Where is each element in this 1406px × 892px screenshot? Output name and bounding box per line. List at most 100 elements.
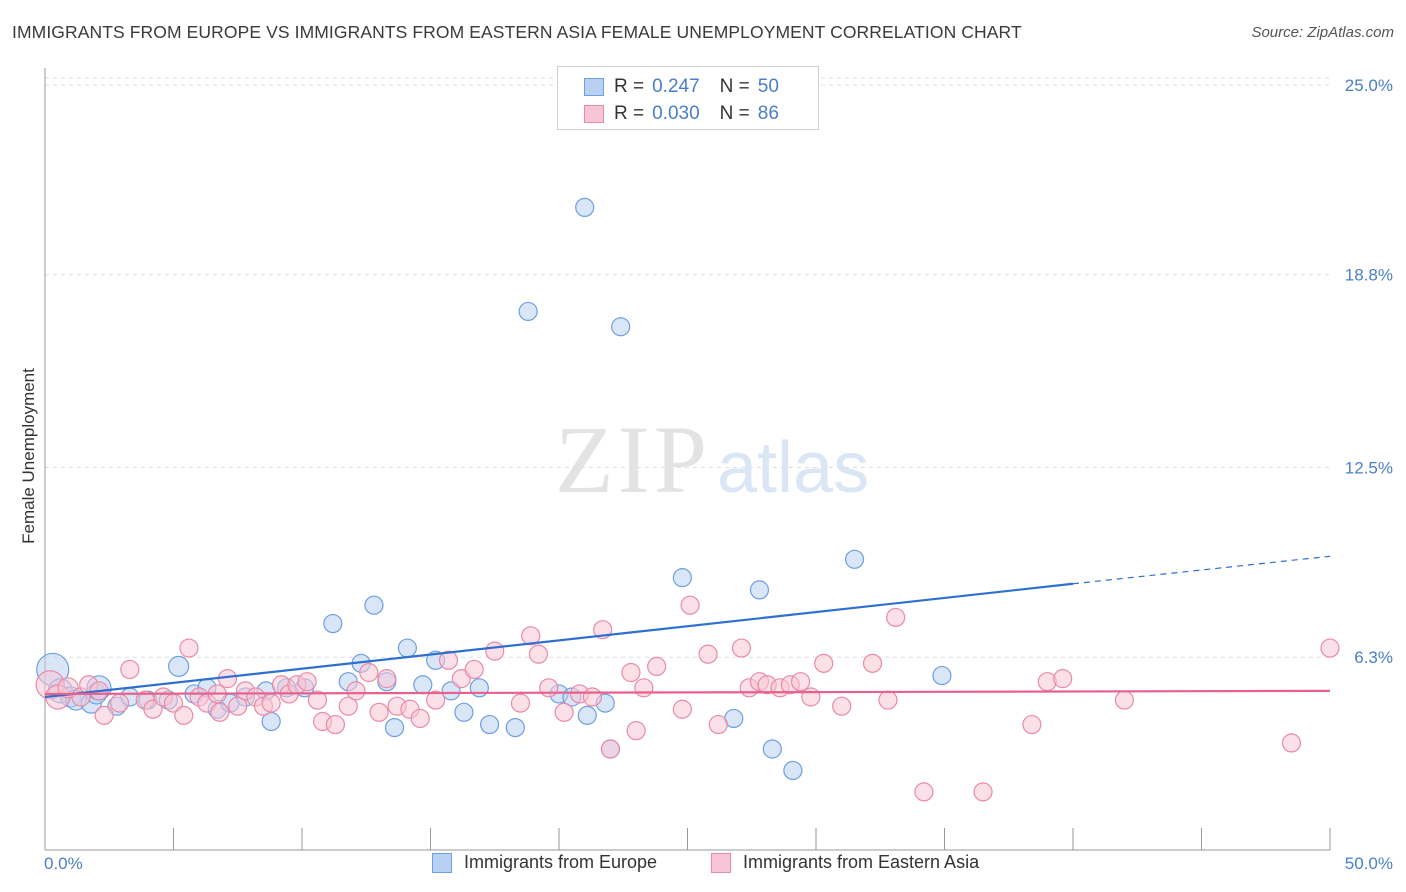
eastern-asia-point — [539, 678, 559, 698]
bottom-legend-swatch-europe — [432, 852, 452, 873]
eastern-asia-point — [973, 782, 993, 802]
legend-n-label: N = — [719, 103, 750, 124]
europe-point — [413, 675, 433, 695]
eastern-asia-point — [109, 693, 130, 713]
europe-trend-line — [44, 582, 1074, 699]
bottom-legend-label-eastern-asia: Immigrants from Eastern Asia — [743, 852, 980, 872]
europe-point — [505, 717, 525, 738]
europe-point — [577, 705, 597, 725]
watermark-atlas: atlas — [717, 428, 869, 508]
eastern-asia-point — [554, 702, 574, 722]
eastern-asia-point — [731, 638, 752, 658]
eastern-asia-point — [346, 681, 366, 701]
eastern-asia-point — [698, 644, 718, 664]
eastern-asia-point — [510, 693, 531, 713]
eastern-asia-point — [790, 672, 811, 692]
europe-point — [518, 301, 538, 322]
eastern-asia-point — [814, 653, 834, 673]
correlation-legend: R = 0.247 N = 50 R = 0.030 N = 86 — [557, 66, 819, 130]
y-tick-label: 18.8% — [1345, 266, 1393, 285]
eastern-asia-trend-line — [44, 689, 1331, 696]
eastern-asia-point — [914, 782, 934, 802]
eastern-asia-point — [228, 696, 248, 716]
europe-point — [168, 655, 190, 678]
legend-row-europe: R = 0.247 N = 50 — [584, 75, 779, 99]
eastern-asia-point — [438, 650, 459, 670]
eastern-asia-point — [359, 662, 379, 683]
eastern-asia-point — [464, 659, 484, 680]
eastern-asia-point — [600, 739, 621, 759]
y-tick-label: 12.5% — [1345, 459, 1393, 478]
europe-point — [575, 197, 595, 217]
legend-r-value: 0.247 — [652, 76, 700, 97]
europe-point — [384, 717, 405, 738]
legend-n-value: 86 — [757, 103, 779, 124]
bottom-legend-europe: Immigrants from Europe — [432, 852, 657, 873]
chart-title: IMMIGRANTS FROM EUROPE VS IMMIGRANTS FRO… — [12, 22, 1022, 42]
europe-point — [480, 714, 500, 735]
legend-swatch-europe — [584, 78, 604, 96]
eastern-asia-point — [582, 687, 603, 707]
eastern-asia-point — [179, 638, 199, 658]
bottom-legend-eastern-asia: Immigrants from Eastern Asia — [711, 852, 979, 873]
eastern-asia-point — [261, 693, 281, 713]
eastern-asia-point — [377, 669, 397, 689]
europe-point — [323, 613, 343, 634]
legend-n-label: N = — [719, 76, 750, 97]
watermark: ZIP atlas — [555, 406, 869, 513]
europe-point — [441, 681, 461, 701]
eastern-asia-point — [521, 626, 541, 646]
europe-point — [932, 665, 952, 686]
eastern-asia-point — [626, 721, 646, 741]
eastern-asia-point — [210, 702, 230, 722]
eastern-asia-point — [672, 699, 692, 719]
eastern-asia-point — [1022, 714, 1042, 735]
europe-point — [454, 702, 474, 722]
axes — [44, 68, 1331, 851]
trend-lines — [44, 555, 1331, 699]
eastern-asia-point — [297, 672, 317, 692]
x-tick-label-min: 0.0% — [44, 854, 83, 873]
legend-swatch-eastern-asia — [584, 105, 604, 123]
eastern-asia-point — [338, 696, 358, 716]
europe-point — [844, 549, 865, 569]
eastern-asia-point — [708, 714, 728, 735]
legend-n-value: 50 — [757, 76, 779, 97]
y-axis-label: Female Unemployment — [19, 368, 38, 544]
eastern-asia-point — [801, 687, 821, 707]
europe-point — [672, 568, 692, 588]
chart-source: Source: ZipAtlas.com — [1251, 24, 1394, 41]
eastern-asia-point — [634, 678, 654, 698]
eastern-asia-point — [862, 653, 883, 673]
bottom-legend-label-europe: Immigrants from Europe — [464, 852, 658, 872]
eastern-asia-point — [369, 702, 389, 722]
europe-point — [397, 638, 417, 658]
eastern-asia-point — [680, 595, 700, 615]
eastern-asia-point — [325, 714, 346, 735]
europe-point — [364, 595, 384, 615]
y-tick-label: 25.0% — [1345, 76, 1393, 95]
europe-point — [611, 317, 631, 337]
europe-point — [783, 760, 803, 781]
eastern-asia-point — [878, 690, 898, 710]
legend-r-label: R = — [614, 103, 645, 124]
europe-point — [749, 580, 770, 600]
legend-r-label: R = — [614, 76, 645, 97]
y-tick-label: 6.3% — [1354, 648, 1393, 667]
eastern-asia-point — [174, 705, 194, 725]
legend-row-eastern-asia: R = 0.030 N = 86 — [584, 102, 779, 126]
eastern-asia-point — [621, 662, 641, 683]
europe-point — [469, 678, 489, 698]
legend-r-value: 0.030 — [652, 103, 700, 124]
watermark-zip: ZIP — [555, 406, 711, 513]
eastern-asia-point — [647, 656, 667, 677]
bottom-legend-swatch-eastern-asia — [711, 852, 731, 873]
eastern-asia-point — [485, 641, 505, 661]
eastern-asia-point — [1037, 672, 1057, 692]
eastern-asia-point — [886, 607, 906, 628]
eastern-asia-point — [1281, 733, 1302, 753]
eastern-asia-point — [1114, 690, 1135, 710]
eastern-asia-point — [1053, 669, 1073, 689]
europe-point — [762, 739, 782, 759]
